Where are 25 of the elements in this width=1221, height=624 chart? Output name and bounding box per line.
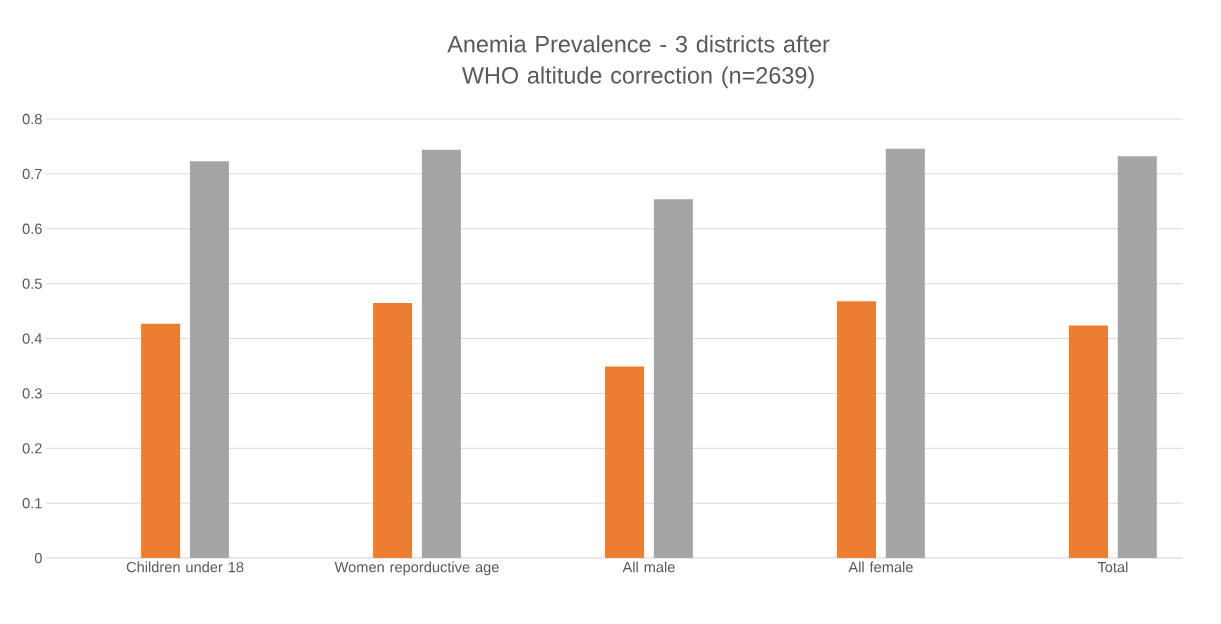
x-tick-label: All male (622, 561, 675, 573)
bar (1117, 156, 1157, 558)
x-tick-label: Children under 18 (126, 561, 244, 573)
bar (605, 366, 645, 558)
y-tick-label: 0.4 (22, 333, 42, 344)
x-tick-label: Total (1097, 561, 1128, 573)
y-tick-label: 0.1 (22, 497, 42, 509)
chart-title: Anemia Prevalence - 3 districts after WHO altitude correction (n=2639) (447, 35, 830, 89)
x-tick-label: Women reporductive age (334, 561, 499, 575)
bar (141, 323, 181, 558)
y-tick-label: 0.5 (22, 278, 42, 289)
y-tick-label: 0.3 (22, 388, 42, 399)
x-tick-label: All female (848, 561, 913, 573)
y-tick-label: 0.8 (22, 113, 42, 124)
bar (837, 301, 877, 558)
bar (885, 148, 925, 558)
bar (653, 198, 693, 558)
bar (189, 161, 229, 558)
bar (1068, 325, 1109, 558)
y-tick-label: 0 (34, 552, 42, 564)
y-tick-label: 0.7 (22, 168, 42, 179)
bar (373, 302, 413, 558)
y-tick-label: 0.6 (22, 223, 42, 234)
bar (421, 149, 461, 558)
y-tick-label: 0.2 (22, 442, 42, 454)
